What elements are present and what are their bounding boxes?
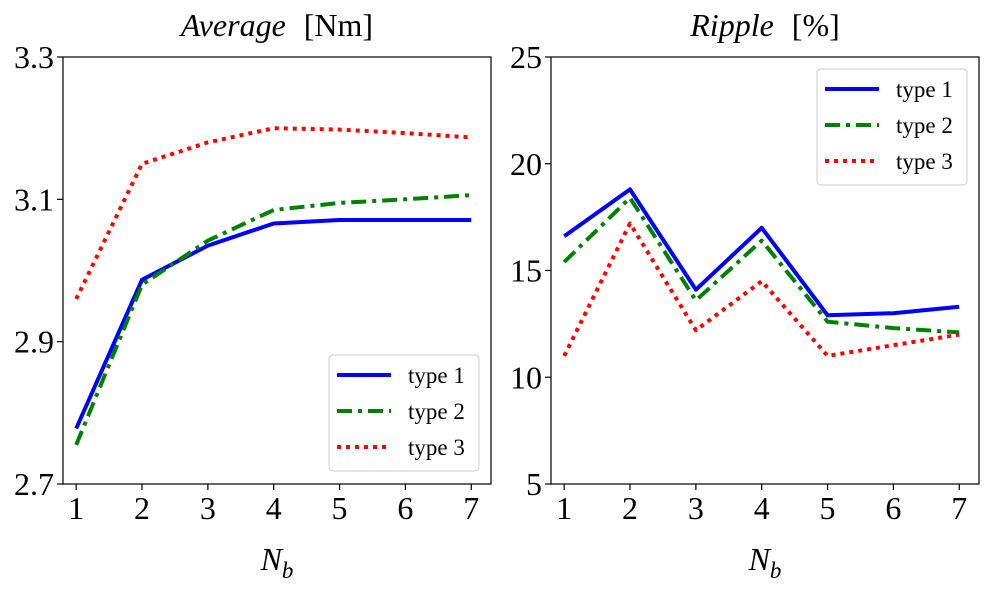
legend-label-type-2: type 2: [408, 399, 465, 424]
x-tick-label: 4: [754, 490, 770, 526]
legend-label-type-3: type 3: [896, 149, 953, 174]
y-tick-label: 20: [510, 146, 542, 182]
x-axis-label: Nb: [748, 541, 782, 583]
y-tick-label: 10: [510, 359, 542, 395]
x-tick-label: 5: [820, 490, 836, 526]
chart-title-name: Average: [179, 7, 286, 43]
x-axis-label: Nb: [260, 541, 294, 583]
y-tick-label: 5: [526, 466, 542, 502]
x-tick-label: 2: [134, 490, 150, 526]
x-tick-label: 4: [266, 490, 282, 526]
legend-label-type-2: type 2: [896, 113, 953, 138]
x-axis-label-main: N: [748, 541, 772, 577]
legend-box: [816, 68, 968, 186]
x-tick-label: 6: [885, 490, 901, 526]
y-tick-label: 2.9: [14, 324, 54, 360]
chart-title-unit: [Nm]: [304, 7, 373, 43]
x-axis-label-main: N: [260, 541, 284, 577]
y-tick-label: 25: [510, 39, 542, 75]
x-axis-label-subscript: b: [770, 558, 782, 583]
x-tick-label: 1: [556, 490, 572, 526]
chart-title: Ripple [%]: [689, 7, 840, 43]
x-tick-label: 7: [463, 490, 479, 526]
y-tick-label: 3.1: [14, 181, 54, 217]
series-line-type-1: [563, 187, 960, 318]
series-line-type-3: [562, 221, 960, 358]
legend-box: [328, 354, 480, 472]
chart-title-name: Ripple: [689, 7, 774, 43]
x-tick-label: 3: [688, 490, 704, 526]
legend: type 1 type 2 type 3: [816, 68, 968, 186]
legend-label-type-3: type 3: [408, 435, 465, 460]
series-line-type-2: [562, 195, 960, 335]
x-tick-label: 1: [68, 490, 84, 526]
y-tick-label: 15: [510, 253, 542, 289]
x-tick-label: 7: [951, 490, 967, 526]
legend-label-type-1: type 1: [896, 77, 953, 102]
series-line-type-2: [74, 193, 472, 446]
y-tick-label: 3.3: [14, 39, 54, 75]
x-axis-label-subscript: b: [282, 558, 294, 583]
chart-title: Average [Nm]: [179, 7, 373, 43]
y-tick-label: 2.7: [14, 466, 54, 502]
chart-title-unit: [%]: [792, 7, 840, 43]
series-line-type-1: [74, 218, 472, 430]
x-tick-label: 3: [200, 490, 216, 526]
legend-label-type-1: type 1: [408, 363, 465, 388]
series-line-type-3: [74, 126, 472, 300]
x-tick-label: 6: [397, 490, 413, 526]
legend: type 1 type 2 type 3: [328, 354, 480, 472]
x-tick-label: 2: [622, 490, 638, 526]
x-tick-label: 5: [332, 490, 348, 526]
plot-frame: [62, 56, 492, 485]
